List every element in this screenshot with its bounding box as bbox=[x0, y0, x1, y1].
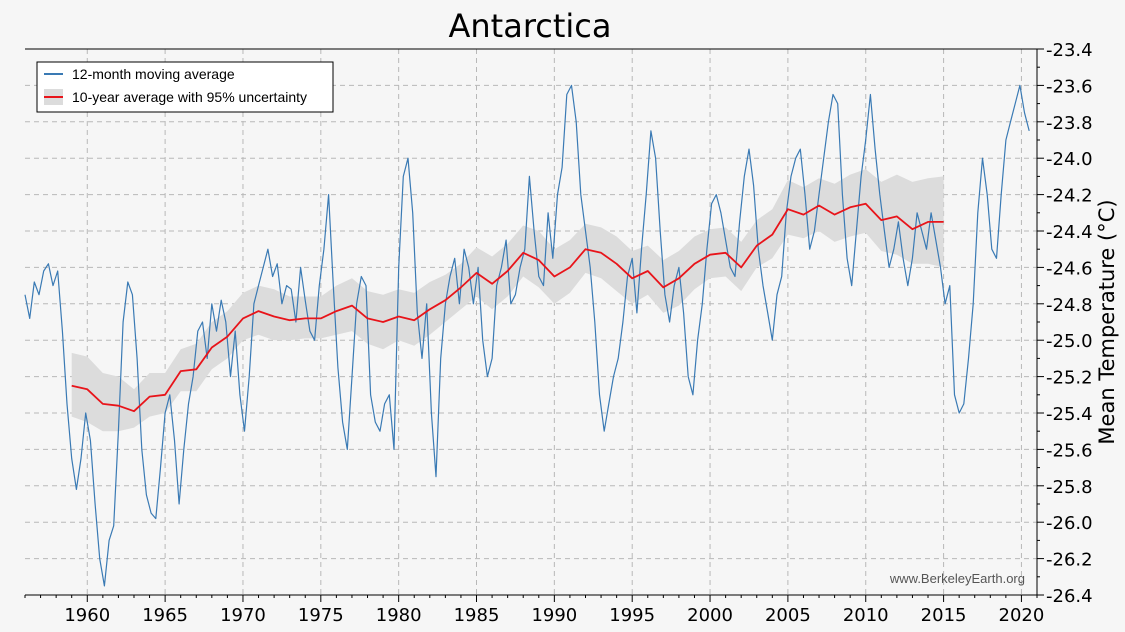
y-axis-ticks: -23.4 -23.6 -23.8 -24.0 -24.2 -24.4 -24.6 -24.8… bbox=[1037, 40, 1093, 607]
plot-area bbox=[25, 49, 1037, 595]
x-tick-label-2005: 2005 bbox=[765, 605, 811, 626]
y-tick-label: -24.8 bbox=[1046, 295, 1093, 316]
x-axis-ticks: 1960 1965 1970 1975 1980 1985 1990 1995 2000 2005… bbox=[24, 595, 1045, 626]
uncertainty-band-layer bbox=[71, 169, 944, 432]
legend-label-decadal-average: 10-year average with 95% uncertainty bbox=[72, 89, 307, 105]
y-tick-label: -24.0 bbox=[1046, 149, 1093, 170]
y-tick-label: -23.4 bbox=[1046, 40, 1093, 61]
legend-box bbox=[36, 61, 334, 113]
y-tick-label: -23.6 bbox=[1046, 76, 1093, 97]
y-tick-label: -25.8 bbox=[1046, 477, 1093, 498]
y-tick-label: -25.0 bbox=[1046, 331, 1093, 352]
watermark: www.BerkeleyEarth.org bbox=[889, 571, 1025, 586]
y-tick-label: -23.8 bbox=[1046, 113, 1093, 134]
series-layer bbox=[24, 84, 1030, 587]
x-tick-label-1995: 1995 bbox=[609, 605, 655, 626]
decadal-average-line bbox=[71, 202, 944, 413]
y-tick-label: -24.6 bbox=[1046, 258, 1093, 279]
x-tick-label-1985: 1985 bbox=[454, 605, 500, 626]
x-tick-label-2010: 2010 bbox=[843, 605, 889, 626]
y-tick-label: -26.4 bbox=[1046, 586, 1093, 607]
y-tick-label: -25.2 bbox=[1046, 368, 1093, 389]
chart-title: Antarctica bbox=[448, 7, 611, 45]
x-tick-label-1980: 1980 bbox=[376, 605, 422, 626]
moving-average-line bbox=[24, 84, 1030, 587]
y-tick-label: -25.6 bbox=[1046, 440, 1093, 461]
y-tick-label: -26.0 bbox=[1046, 513, 1093, 534]
legend-label-moving-average: 12-month moving average bbox=[72, 66, 235, 82]
y-tick-label: -24.2 bbox=[1046, 186, 1093, 207]
y-tick-label: -25.4 bbox=[1046, 404, 1093, 425]
y-tick-label: -26.2 bbox=[1046, 550, 1093, 571]
y-tick-label: -24.4 bbox=[1046, 222, 1093, 243]
x-tick-label-1975: 1975 bbox=[298, 605, 344, 626]
x-tick-label-2000: 2000 bbox=[687, 605, 733, 626]
x-tick-label-1960: 1960 bbox=[64, 605, 110, 626]
x-tick-label-1990: 1990 bbox=[531, 605, 577, 626]
x-tick-label-1965: 1965 bbox=[142, 605, 188, 626]
x-tick-label-2020: 2020 bbox=[999, 605, 1045, 626]
x-tick-label-2015: 2015 bbox=[921, 605, 967, 626]
y-axis-label: Mean Temperature (°C) bbox=[1095, 199, 1119, 444]
legend: 12-month moving average 10-year average … bbox=[36, 61, 334, 113]
uncertainty-band bbox=[71, 169, 944, 432]
x-tick-label-1970: 1970 bbox=[220, 605, 266, 626]
